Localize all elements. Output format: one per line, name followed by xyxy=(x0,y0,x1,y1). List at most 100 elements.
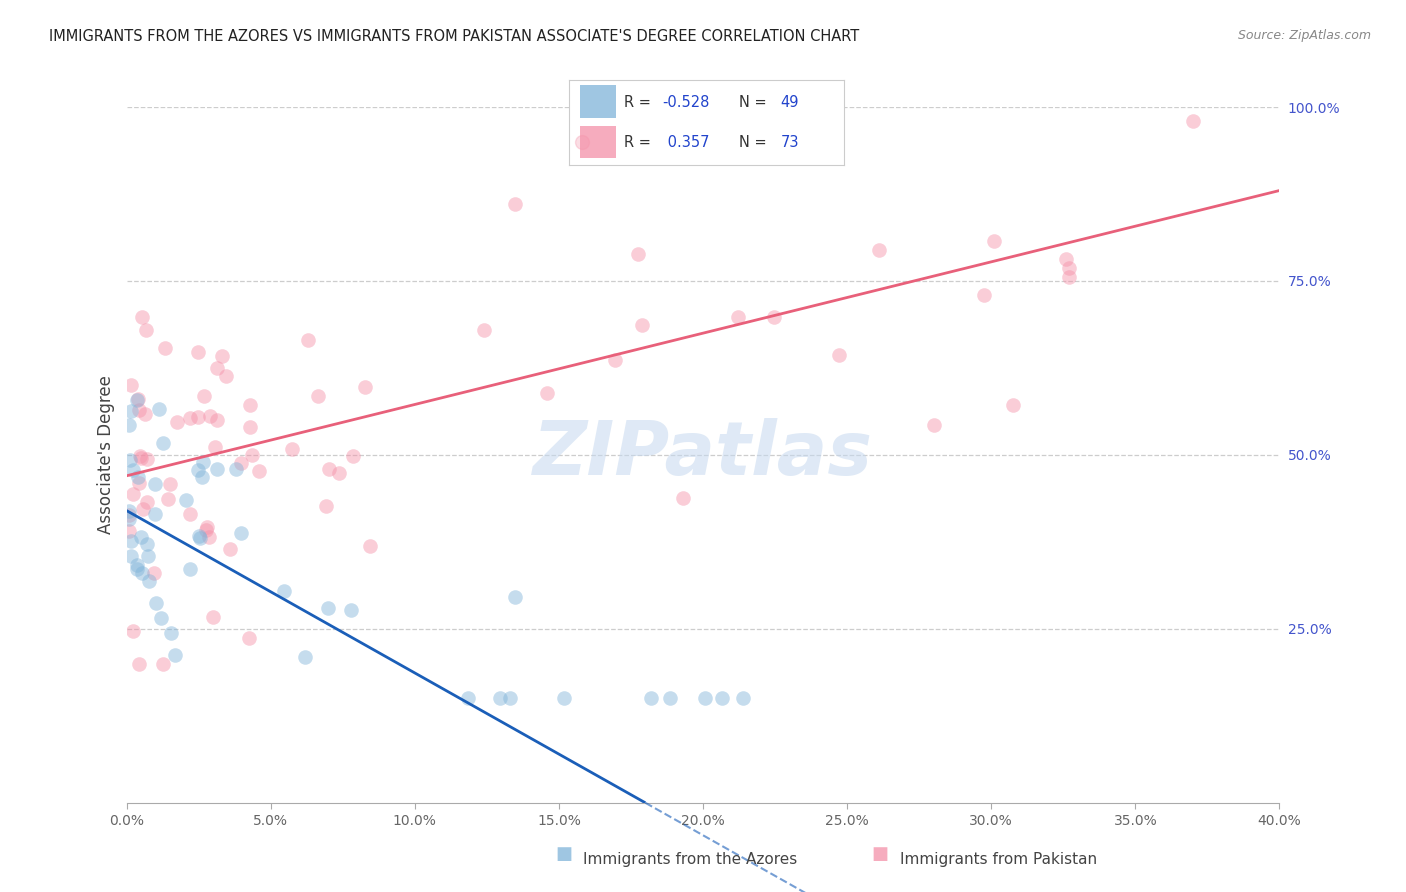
Point xyxy=(135,494,157,508)
Point xyxy=(148,401,170,416)
Point xyxy=(152,657,174,671)
Point xyxy=(318,462,340,476)
Point xyxy=(536,386,558,401)
Point xyxy=(143,507,166,521)
Point xyxy=(118,453,141,467)
Point xyxy=(138,574,160,588)
Point xyxy=(128,475,150,490)
Point xyxy=(983,234,1005,248)
Point xyxy=(353,379,375,393)
Point xyxy=(193,389,215,403)
Point xyxy=(297,333,319,347)
Point xyxy=(187,344,209,359)
Point xyxy=(733,691,755,706)
Point xyxy=(1001,398,1024,412)
Point xyxy=(120,549,142,563)
Point xyxy=(127,470,149,484)
Point xyxy=(215,369,238,384)
Point xyxy=(922,417,945,432)
Point xyxy=(240,448,263,462)
Point xyxy=(174,492,197,507)
Point xyxy=(118,418,141,433)
Point xyxy=(659,691,682,706)
Point xyxy=(198,530,221,544)
Point xyxy=(239,398,262,412)
Point xyxy=(205,361,228,376)
Point xyxy=(145,477,167,491)
Point xyxy=(159,476,181,491)
Point xyxy=(125,562,148,576)
Point xyxy=(150,611,173,625)
Text: Immigrants from Pakistan: Immigrants from Pakistan xyxy=(900,852,1097,867)
Point xyxy=(191,469,214,483)
Point xyxy=(318,601,340,615)
Point xyxy=(489,691,512,706)
Point xyxy=(160,625,183,640)
Point xyxy=(125,393,148,408)
Point xyxy=(307,389,329,403)
Point xyxy=(205,462,228,476)
Point xyxy=(136,537,159,551)
Point xyxy=(157,492,180,507)
Point xyxy=(127,392,149,406)
Point xyxy=(239,420,262,434)
Text: R =: R = xyxy=(624,135,651,150)
Point xyxy=(294,650,316,665)
Point xyxy=(120,534,142,549)
Point xyxy=(202,609,225,624)
Point xyxy=(710,691,733,706)
Point xyxy=(197,520,219,534)
Point xyxy=(340,602,363,616)
Point xyxy=(281,442,304,457)
Text: Immigrants from the Azores: Immigrants from the Azores xyxy=(583,852,797,867)
Point xyxy=(122,487,145,501)
Text: ■: ■ xyxy=(555,845,572,863)
Point xyxy=(153,342,176,356)
Point xyxy=(472,323,495,337)
Point xyxy=(128,403,150,417)
Point xyxy=(1059,260,1081,275)
Point xyxy=(198,409,221,424)
Point xyxy=(1057,269,1080,284)
Text: ZIPatlas: ZIPatlas xyxy=(533,418,873,491)
Text: N =: N = xyxy=(740,135,768,150)
Point xyxy=(973,288,995,302)
Point xyxy=(188,529,211,543)
Point xyxy=(118,508,141,523)
Point xyxy=(204,440,226,454)
Point xyxy=(145,596,167,610)
Point xyxy=(136,549,159,563)
FancyBboxPatch shape xyxy=(581,126,616,158)
Point xyxy=(121,377,143,392)
Point xyxy=(128,657,150,671)
Point xyxy=(121,624,143,639)
Point xyxy=(191,455,214,469)
Point xyxy=(457,691,479,706)
Text: ■: ■ xyxy=(872,845,889,863)
Point xyxy=(195,523,218,537)
Point xyxy=(131,310,153,325)
Point xyxy=(131,450,153,465)
Point xyxy=(505,591,527,605)
Point xyxy=(727,310,749,325)
Point xyxy=(238,632,260,646)
Point xyxy=(122,462,145,476)
Point xyxy=(763,310,786,324)
FancyBboxPatch shape xyxy=(581,86,616,118)
Point xyxy=(640,691,662,706)
Point xyxy=(188,532,211,546)
Point xyxy=(218,542,240,557)
Point xyxy=(631,318,654,333)
Point xyxy=(135,323,157,337)
Point xyxy=(179,562,201,576)
Point xyxy=(131,566,153,580)
Point xyxy=(229,456,252,470)
Point xyxy=(166,415,188,429)
Point xyxy=(118,524,141,539)
Text: R =: R = xyxy=(624,95,651,110)
Point xyxy=(229,526,252,541)
Point xyxy=(187,409,209,424)
Text: Source: ZipAtlas.com: Source: ZipAtlas.com xyxy=(1237,29,1371,42)
Point xyxy=(118,503,141,517)
Point xyxy=(1054,252,1077,266)
